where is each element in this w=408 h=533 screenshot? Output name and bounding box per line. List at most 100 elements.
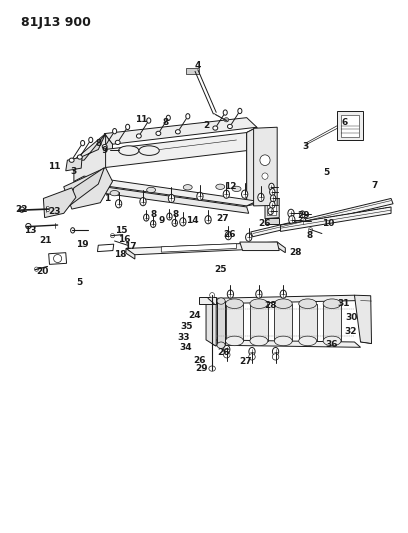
Ellipse shape xyxy=(271,195,276,202)
Ellipse shape xyxy=(274,299,292,309)
Ellipse shape xyxy=(115,140,120,144)
Text: 24: 24 xyxy=(188,311,201,320)
Ellipse shape xyxy=(110,190,119,196)
Ellipse shape xyxy=(256,290,262,298)
Ellipse shape xyxy=(186,114,190,119)
Polygon shape xyxy=(247,130,263,206)
Ellipse shape xyxy=(223,110,227,115)
Ellipse shape xyxy=(232,186,241,191)
Ellipse shape xyxy=(228,124,233,128)
Polygon shape xyxy=(208,340,361,348)
Ellipse shape xyxy=(226,299,244,309)
Text: 26: 26 xyxy=(218,348,230,357)
Text: 5: 5 xyxy=(76,278,82,287)
Ellipse shape xyxy=(166,115,170,120)
Ellipse shape xyxy=(172,220,177,227)
Bar xyxy=(186,68,199,74)
Bar xyxy=(337,111,363,140)
Ellipse shape xyxy=(213,126,218,130)
Text: 27: 27 xyxy=(239,357,252,366)
Ellipse shape xyxy=(119,146,139,156)
Ellipse shape xyxy=(78,155,82,159)
Text: 32: 32 xyxy=(344,327,357,336)
Polygon shape xyxy=(66,157,82,171)
Ellipse shape xyxy=(180,218,186,226)
Ellipse shape xyxy=(216,184,225,189)
Polygon shape xyxy=(265,217,279,224)
Polygon shape xyxy=(240,242,279,251)
Polygon shape xyxy=(104,118,257,144)
Ellipse shape xyxy=(262,173,268,179)
Ellipse shape xyxy=(144,214,149,221)
Text: 33: 33 xyxy=(178,333,190,342)
Polygon shape xyxy=(64,167,113,209)
Ellipse shape xyxy=(301,218,306,225)
Text: 5: 5 xyxy=(323,168,329,177)
Bar xyxy=(341,115,359,137)
Text: 11: 11 xyxy=(135,115,147,124)
Text: 16: 16 xyxy=(118,235,131,244)
Text: 11: 11 xyxy=(49,162,61,171)
Text: 17: 17 xyxy=(124,243,136,252)
Ellipse shape xyxy=(26,223,31,229)
Polygon shape xyxy=(199,297,216,304)
Ellipse shape xyxy=(223,190,229,198)
Text: 27: 27 xyxy=(216,214,229,223)
Ellipse shape xyxy=(197,192,203,200)
Ellipse shape xyxy=(81,141,84,146)
Ellipse shape xyxy=(225,231,231,240)
Text: 3: 3 xyxy=(71,167,77,176)
Text: 3: 3 xyxy=(302,142,309,151)
Ellipse shape xyxy=(299,299,317,309)
Polygon shape xyxy=(265,198,279,219)
Polygon shape xyxy=(247,127,257,151)
Polygon shape xyxy=(43,188,76,217)
Text: 7: 7 xyxy=(372,181,378,190)
Text: 12: 12 xyxy=(224,182,237,191)
Polygon shape xyxy=(251,198,393,237)
Ellipse shape xyxy=(242,190,248,198)
Polygon shape xyxy=(74,134,106,184)
Ellipse shape xyxy=(156,131,161,135)
Text: 29: 29 xyxy=(195,364,207,373)
Ellipse shape xyxy=(300,211,305,218)
Polygon shape xyxy=(217,301,225,345)
Ellipse shape xyxy=(89,138,93,143)
Ellipse shape xyxy=(288,209,294,217)
Ellipse shape xyxy=(224,118,229,122)
Text: 21: 21 xyxy=(39,237,52,246)
Polygon shape xyxy=(68,167,104,207)
Polygon shape xyxy=(74,182,249,213)
Text: 8: 8 xyxy=(95,139,102,148)
Ellipse shape xyxy=(102,144,107,149)
Polygon shape xyxy=(274,304,292,341)
Ellipse shape xyxy=(299,336,317,346)
Polygon shape xyxy=(206,297,216,346)
Ellipse shape xyxy=(71,228,75,233)
Ellipse shape xyxy=(140,198,146,206)
Ellipse shape xyxy=(183,184,192,190)
Text: 26: 26 xyxy=(258,219,271,228)
Polygon shape xyxy=(277,242,285,253)
Ellipse shape xyxy=(250,299,268,309)
Polygon shape xyxy=(254,127,277,206)
Polygon shape xyxy=(126,248,135,259)
Text: 25: 25 xyxy=(214,265,226,274)
Text: 14: 14 xyxy=(186,216,199,225)
Ellipse shape xyxy=(205,216,211,224)
Ellipse shape xyxy=(272,354,279,360)
Text: 28: 28 xyxy=(289,248,302,257)
Bar xyxy=(267,205,276,215)
Text: 29: 29 xyxy=(298,212,310,221)
Text: 6: 6 xyxy=(341,118,347,127)
Ellipse shape xyxy=(46,206,49,212)
Ellipse shape xyxy=(249,348,255,356)
Ellipse shape xyxy=(224,352,230,358)
Ellipse shape xyxy=(274,336,292,346)
Text: 28: 28 xyxy=(264,301,277,310)
Text: 34: 34 xyxy=(180,343,193,352)
Polygon shape xyxy=(355,295,372,344)
Ellipse shape xyxy=(227,290,233,298)
Ellipse shape xyxy=(238,108,242,114)
Polygon shape xyxy=(323,304,341,341)
